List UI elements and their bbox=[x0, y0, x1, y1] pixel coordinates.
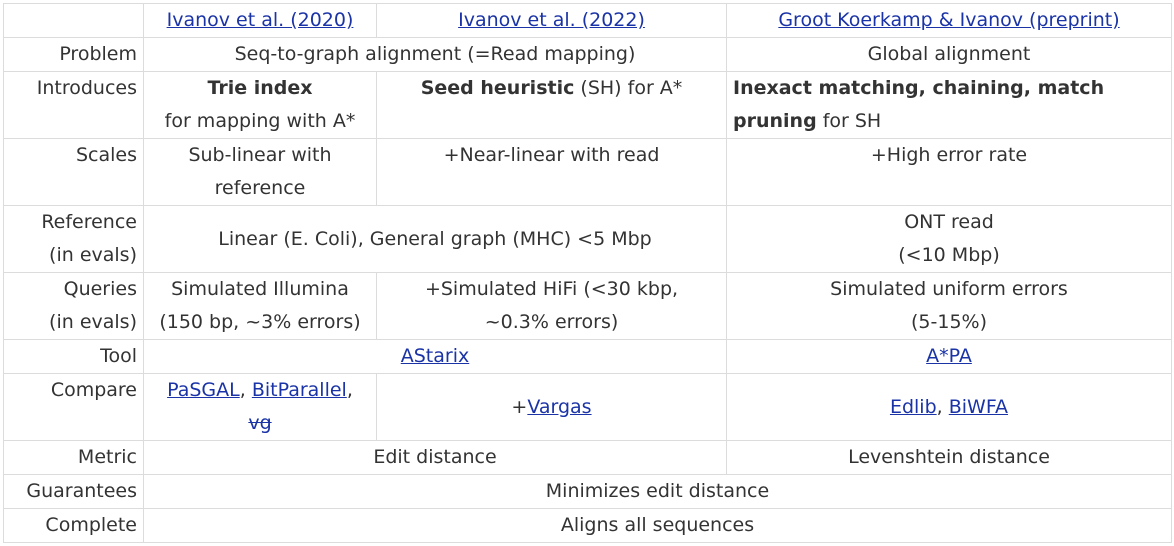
apa-link[interactable]: A*PA bbox=[926, 345, 972, 367]
guarantees-cell: Minimizes edit distance bbox=[143, 474, 1172, 509]
introduces-cell-2: Seed heuristic (SH) for A* bbox=[376, 71, 727, 139]
queries-cell-3: Simulated uniform errors (5-15%) bbox=[726, 272, 1172, 340]
row-compare: Compare PaSGAL, BitParallel, vg +Vargas E… bbox=[3, 373, 1172, 441]
row-problem: Problem Seq-to-graph alignment (=Read ma… bbox=[3, 37, 1172, 72]
reference-c3-line1: ONT read bbox=[904, 211, 994, 233]
comparison-table: Ivanov et al. (2020) Ivanov et al. (2022… bbox=[3, 3, 1172, 543]
reference-cell-3: ONT read (<10 Mbp) bbox=[726, 205, 1172, 273]
biwfa-link[interactable]: BiWFA bbox=[948, 395, 1009, 418]
row-metric: Metric Edit distance Levenshtein distanc… bbox=[3, 440, 1172, 475]
bitparallel-link[interactable]: BitParallel bbox=[251, 379, 347, 401]
metric-cell-12: Edit distance bbox=[143, 440, 727, 475]
reference-cell-12: Linear (E. Coli), General graph (MHC) <5… bbox=[143, 205, 727, 273]
row-label-scales: Scales bbox=[3, 138, 144, 206]
pruning-desc: for SH bbox=[816, 110, 882, 132]
reference-label-line2: (in evals) bbox=[49, 244, 137, 266]
row-label-introduces: Introduces bbox=[3, 71, 144, 139]
compare-separator: , bbox=[239, 379, 252, 401]
compare-cell-1: PaSGAL, BitParallel, vg bbox=[143, 373, 377, 441]
tool-cell-3: A*PA bbox=[726, 339, 1172, 374]
scales-cell-3: +High error rate bbox=[726, 138, 1172, 206]
row-label-metric: Metric bbox=[3, 440, 144, 475]
header-col1: Ivanov et al. (2020) bbox=[143, 3, 377, 38]
queries-c2-line2: ~0.3% errors) bbox=[484, 311, 619, 333]
row-reference: Reference (in evals) Linear (E. Coli), Ge… bbox=[3, 205, 1172, 273]
trie-index-text: Trie index bbox=[207, 77, 313, 99]
row-queries: Queries (in evals) Simulated Illumina (150… bbox=[3, 272, 1172, 340]
astarix-link[interactable]: AStarix bbox=[400, 345, 470, 367]
row-guarantees: Guarantees Minimizes edit distance bbox=[3, 474, 1172, 509]
queries-label-line1: Queries bbox=[63, 278, 137, 300]
groot-koerkamp-link[interactable]: Groot Koerkamp & Ivanov (preprint) bbox=[778, 9, 1120, 31]
row-label-queries: Queries (in evals) bbox=[3, 272, 144, 340]
scales-cell-2: +Near-linear with read bbox=[376, 138, 727, 206]
trie-index-desc: for mapping with A* bbox=[164, 110, 356, 132]
row-introduces: Introduces Trie index for mapping with A*… bbox=[3, 71, 1172, 139]
row-tool: Tool AStarix A*PA bbox=[3, 339, 1172, 374]
row-label-guarantees: Guarantees bbox=[3, 474, 144, 509]
row-label-tool: Tool bbox=[3, 339, 144, 374]
scales-c1-line1: Sub-linear with bbox=[188, 144, 332, 166]
seed-heuristic-desc: (SH) for A* bbox=[574, 77, 683, 99]
queries-cell-1: Simulated Illumina (150 bp, ~3% errors) bbox=[143, 272, 377, 340]
scales-c1-line2: reference bbox=[214, 177, 306, 199]
queries-label-line2: (in evals) bbox=[49, 311, 137, 333]
vargas-link[interactable]: Vargas bbox=[527, 395, 592, 418]
row-label-problem: Problem bbox=[3, 37, 144, 72]
row-label-reference: Reference (in evals) bbox=[3, 205, 144, 273]
queries-c2-line1: +Simulated HiFi (<30 kbp, bbox=[424, 278, 679, 300]
queries-cell-2: +Simulated HiFi (<30 kbp, ~0.3% errors) bbox=[376, 272, 727, 340]
compare-cell-2: +Vargas bbox=[376, 373, 727, 441]
complete-cell: Aligns all sequences bbox=[143, 508, 1172, 543]
row-label-compare: Compare bbox=[3, 373, 144, 441]
row-complete: Complete Aligns all sequences bbox=[3, 508, 1172, 543]
introduces-cell-3: Inexact matching, chaining, match pruning… bbox=[726, 71, 1172, 139]
compare-cell-3: Edlib, BiWFA bbox=[726, 373, 1172, 441]
queries-c3-line1: Simulated uniform errors bbox=[830, 278, 1068, 300]
row-scales: Scales Sub-linear with reference +Near-li… bbox=[3, 138, 1172, 206]
ivanov-2022-link[interactable]: Ivanov et al. (2022) bbox=[458, 9, 645, 31]
queries-c1-line1: Simulated Illumina bbox=[171, 278, 349, 300]
tool-cell-12: AStarix bbox=[143, 339, 727, 374]
problem-cell-3: Global alignment bbox=[726, 37, 1172, 72]
inexact-matching-text: Inexact matching, chaining, match bbox=[733, 77, 1105, 99]
header-col2: Ivanov et al. (2022) bbox=[376, 3, 727, 38]
vargas-prefix: + bbox=[511, 395, 528, 418]
pasgal-link[interactable]: PaSGAL bbox=[167, 379, 240, 401]
compare-c3-separator: , bbox=[936, 395, 949, 418]
ivanov-2020-link[interactable]: Ivanov et al. (2020) bbox=[166, 9, 354, 31]
introduces-cell-1: Trie index for mapping with A* bbox=[143, 71, 377, 139]
vg-struck-link[interactable]: vg bbox=[248, 412, 272, 434]
edlib-link[interactable]: Edlib bbox=[889, 395, 937, 418]
row-label-complete: Complete bbox=[3, 508, 144, 543]
reference-label-line1: Reference bbox=[41, 211, 137, 233]
compare-comma: , bbox=[346, 379, 353, 401]
scales-cell-1: Sub-linear with reference bbox=[143, 138, 377, 206]
header-row: Ivanov et al. (2020) Ivanov et al. (2022… bbox=[3, 3, 1172, 38]
problem-cell-12: Seq-to-graph alignment (=Read mapping) bbox=[143, 37, 727, 72]
queries-c1-line2: (150 bp, ~3% errors) bbox=[159, 311, 361, 333]
queries-c3-line2: (5-15%) bbox=[911, 311, 987, 333]
reference-c3-line2: (<10 Mbp) bbox=[898, 244, 1000, 266]
empty-corner-cell bbox=[3, 3, 144, 38]
seed-heuristic-text: Seed heuristic bbox=[420, 77, 575, 99]
metric-cell-3: Levenshtein distance bbox=[726, 440, 1172, 475]
header-col3: Groot Koerkamp & Ivanov (preprint) bbox=[726, 3, 1172, 38]
pruning-text: pruning bbox=[733, 110, 817, 132]
